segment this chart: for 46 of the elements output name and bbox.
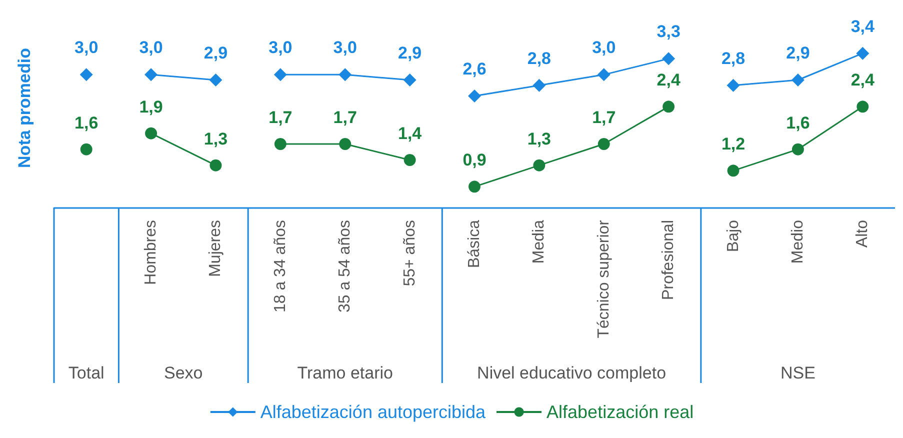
x-tick-label: Medio [789,220,806,264]
data-label: 3,0 [268,38,292,58]
text: NSE [780,364,816,382]
data-label: 3,3 [656,22,680,42]
data-label: 2,9 [786,44,810,62]
x-tick-label: 55+ años [401,220,418,286]
x-tick-label: Técnico superior [595,219,612,338]
text: Nivel educativo completo [477,364,666,382]
data-label: 1,9 [139,97,163,116]
data-label: 2,9 [204,44,228,62]
x-tick-label: Hombres [142,220,160,285]
data-label: 1,7 [268,108,292,127]
data-label: 3,0 [74,38,98,58]
data-label: 1,6 [786,113,810,132]
data-label: 0,9 [462,150,486,170]
data-label: 3,0 [139,38,163,58]
data-label: 1,7 [592,108,616,127]
data-label: 1,3 [204,129,228,148]
data-label: 2,4 [656,70,681,90]
text: Sexo [164,364,203,382]
data-label: 2,6 [462,60,486,78]
text: Total [68,364,104,382]
data-label: 3,4 [850,16,876,36]
data-label: 2,8 [721,48,746,68]
x-tick-label: Media [530,220,548,264]
data-label: 1,6 [74,113,98,132]
x-tick-label: Básica [466,220,483,268]
x-tick-label: 18 a 34 años [272,220,289,313]
data-label: 2,9 [398,44,422,62]
legend-label: Alfabetización real [546,402,694,422]
text: Tramo etario [297,364,393,382]
x-tick-label: Alto [854,220,872,248]
data-label: 2,8 [527,48,552,68]
x-tick-label: Mujeres [207,220,224,277]
data-label: 1,7 [333,108,357,127]
data-label: 2,4 [850,70,876,90]
x-tick-label: 35 a 54 años [336,220,354,313]
data-label: 1,3 [527,129,552,148]
data-label: 1,2 [721,134,746,154]
x-tick-label: Profesional [660,220,678,300]
data-label: 3,0 [592,38,616,58]
data-label: 3,0 [333,38,357,58]
legend-label: Alfabetización autopercibida [260,402,487,422]
data-label: 1,4 [398,124,422,143]
x-tick-label: Bajo [724,220,742,252]
y-axis-title: Nota promedio [15,48,34,168]
